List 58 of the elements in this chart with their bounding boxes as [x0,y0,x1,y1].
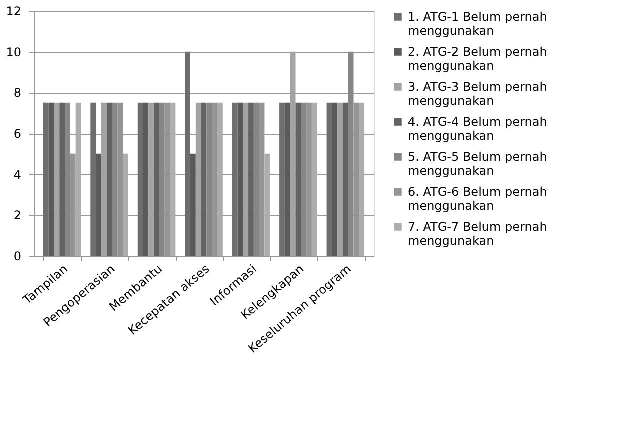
bar [48,102,54,256]
bar [326,102,332,256]
bar [359,102,365,256]
bar [170,102,176,256]
bar [90,102,96,256]
y-tick-label: 0 [14,250,22,264]
bar [159,102,165,256]
bar [123,154,128,256]
bar [280,102,285,256]
bar [217,102,223,256]
bar [185,52,191,256]
bar [342,102,348,256]
bar [65,102,70,256]
bar [243,102,249,256]
bar [332,102,338,256]
bar [254,102,260,256]
bar [264,154,270,256]
bar [238,102,244,256]
y-tick-label: 10 [6,45,22,60]
bar [76,102,82,256]
legend-label: 3. ATG-3 Belum pernah menggunakan [408,80,548,108]
bar [206,102,212,256]
bar [201,102,207,256]
legend-label: 4. ATG-4 Belum pernah menggunakan [408,115,548,143]
bar [54,102,60,256]
legend-label: 5. ATG-5 Belum pernah menggunakan [408,150,548,178]
legend-label: 6. ATG-6 Belum pernah menggunakan [408,185,548,213]
bar [96,154,102,256]
bar [312,102,318,256]
bar [232,102,238,256]
bar [301,102,307,256]
bar [143,102,149,256]
bar [112,102,118,256]
bar [70,154,76,256]
bar [248,102,254,256]
bar [60,102,66,256]
bar [190,154,196,256]
bar [296,102,302,256]
y-tick-label: 6 [14,127,22,141]
bar [148,102,154,256]
bar [348,52,354,256]
legend-label: 2. ATG-2 Belum pernah menggunakan [408,45,548,73]
y-tick-label: 4 [14,168,22,182]
bar [354,102,360,256]
y-tick-label: 12 [6,4,22,18]
y-tick-label: 8 [14,86,22,100]
bar [212,102,218,256]
bar [284,102,290,256]
bar [164,102,170,256]
legend-label: 1. ATG-1 Belum pernah menggunakan [408,10,548,38]
legend-label: 7. ATG-7 Belum pernah menggunakan [408,220,548,248]
bar [306,102,312,256]
bar [43,102,49,256]
bar [154,102,160,256]
bar [106,102,112,256]
y-tick-label: 2 [14,208,22,223]
bar [138,102,144,256]
bar [338,102,343,256]
